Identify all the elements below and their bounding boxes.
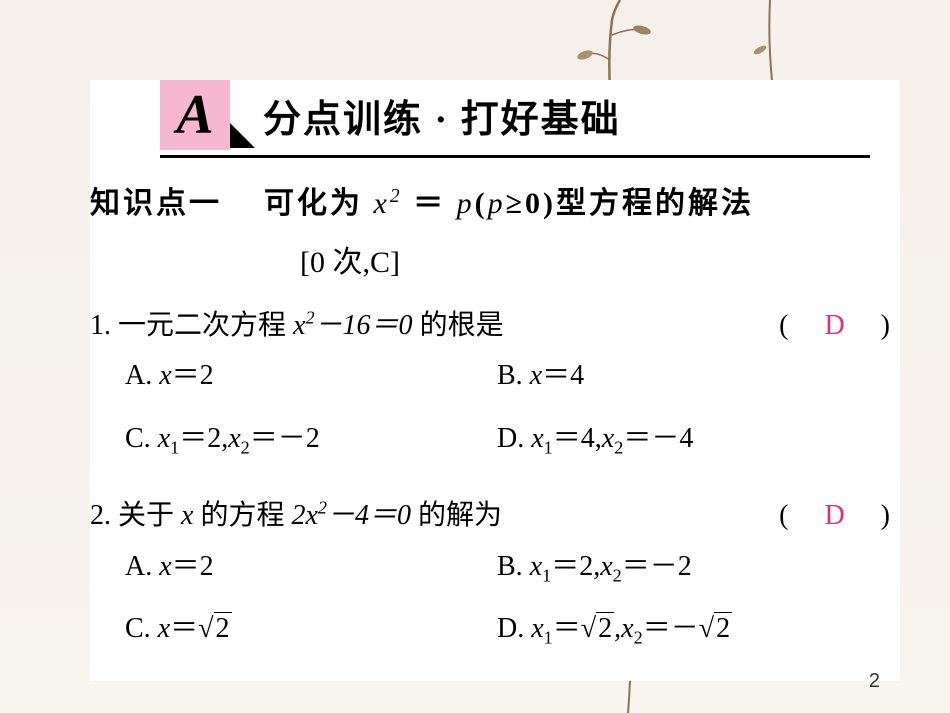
header-title: 分点训练 · 打好基础 [263,88,621,143]
question-1-stem: 1. 一元二次方程 x2－16＝0 的根是 ( D ) [90,301,900,351]
paren-open: ( [475,187,488,220]
q2-answer: D [824,500,844,531]
badge-triangle-icon [230,123,255,148]
title-suffix: 型方程的解法 [556,187,754,220]
q2-option-a: A. x＝2 [125,542,497,592]
q1-option-a: A. x＝2 [125,351,497,401]
q2-prefix: 关于 [118,500,181,531]
formula-geq: ≥ [506,187,525,220]
q1-answer-box: ( D ) [779,301,890,351]
q1-option-c: C. x1＝2,x2＝－2 [125,414,497,464]
q1-suffix: 的根是 [413,310,504,341]
formula-p1: p [457,187,475,220]
q2-option-b: B. x1＝2,x2＝－2 [497,542,869,592]
badge-letter-a: A [160,80,230,150]
question-2-stem: 2. 关于 x 的方程 2x2－4＝0 的解为 ( D ) [90,491,900,541]
title-prefix: 知识点一 [90,187,222,220]
q2-answer-box: ( D ) [779,491,890,541]
q2-option-d: D. x1＝2,x2＝－2 [497,604,869,654]
title-main: 可化为 [264,187,363,220]
q1-options: A. x＝2 B. x＝4 C. x1＝2,x2＝－2 D. x1＝4,x2＝－… [125,351,900,476]
q1-answer: D [824,310,844,341]
formula-x: x2 [374,187,403,220]
paren-close: ) [543,187,556,220]
subtitle-text: [0 次,C] [300,237,900,281]
decorative-branch-top [560,0,680,90]
q1-number: 1. [90,310,111,341]
q1-formula: x2－16＝0 [293,310,413,341]
knowledge-point-title: 知识点一 可化为 x2 ＝ p(p≥0)型方程的解法 [90,178,900,222]
q1-prefix: 一元二次方程 [118,310,293,341]
q2-suffix: 的解为 [411,500,502,531]
q2-option-c: C. x＝2 [125,604,497,654]
question-1: 1. 一元二次方程 x2－16＝0 的根是 ( D ) A. x＝2 B. x＝… [90,301,900,476]
q2-options: A. x＝2 B. x1＝2,x2＝－2 C. x＝2 D. x1＝2,x2＝－… [125,542,900,667]
q2-mid: 的方程 [193,500,291,531]
formula-zero: 0 [525,187,543,220]
q2-var: x [181,500,193,531]
formula-p2: p [488,187,506,220]
q1-option-d: D. x1＝4,x2＝－4 [497,414,869,464]
q1-option-b: B. x＝4 [497,351,869,401]
slide-content: A 分点训练 · 打好基础 知识点一 可化为 x2 ＝ p(p≥0)型方程的解法… [90,80,900,681]
page-number: 2 [869,670,880,693]
q2-formula: 2x2－4＝0 [291,500,411,531]
formula-eq: ＝ [413,187,446,220]
question-2: 2. 关于 x 的方程 2x2－4＝0 的解为 ( D ) A. x＝2 B. … [90,491,900,666]
q2-number: 2. [90,500,111,531]
section-header: A 分点训练 · 打好基础 [160,80,870,158]
